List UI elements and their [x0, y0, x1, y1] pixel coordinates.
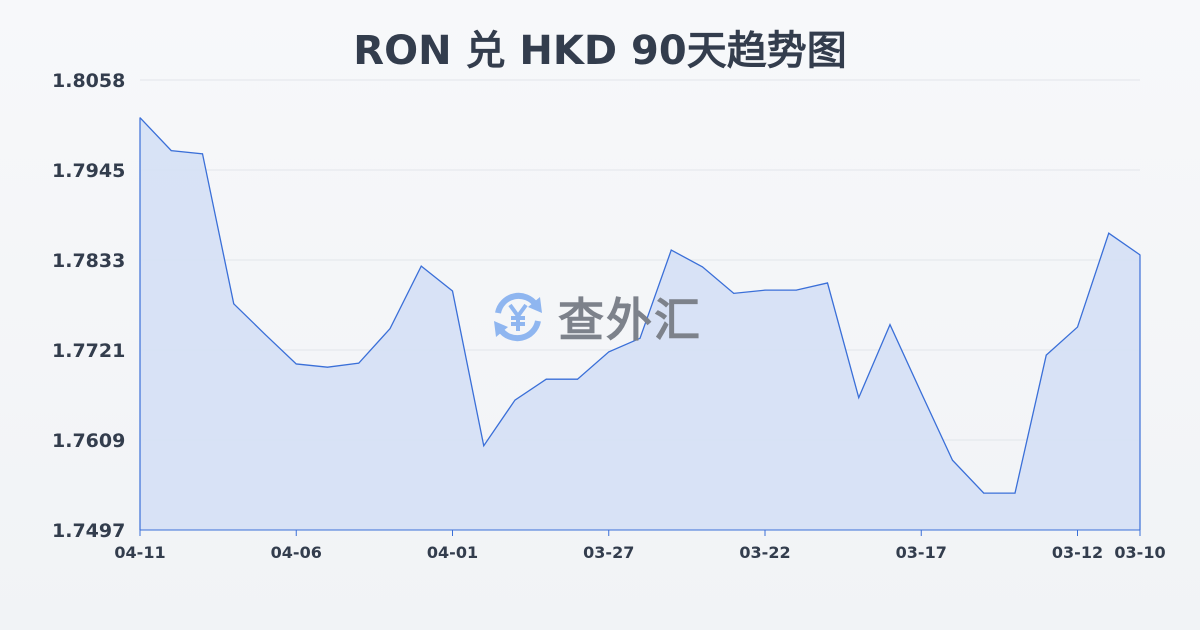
data-point	[514, 399, 516, 401]
x-tick-label: 03-22	[739, 543, 790, 562]
data-point	[1014, 492, 1016, 494]
watermark-text: 查外汇	[558, 293, 702, 347]
data-point	[608, 351, 610, 353]
data-point	[764, 289, 766, 291]
data-point	[733, 292, 735, 294]
data-point	[264, 333, 266, 335]
x-tick-label: 03-10	[1114, 543, 1165, 562]
data-point	[1077, 326, 1078, 328]
data-point	[889, 324, 891, 326]
area-fill	[140, 117, 1140, 530]
data-point	[295, 363, 297, 365]
y-tick-label: 1.7497	[52, 520, 125, 542]
data-point	[983, 492, 985, 494]
data-point	[202, 153, 203, 155]
data-point	[1045, 354, 1047, 356]
data-point	[389, 328, 391, 330]
data-point	[1108, 232, 1110, 234]
y-tick-label: 1.8058	[52, 70, 125, 92]
data-point	[545, 378, 547, 380]
data-point	[577, 378, 578, 380]
data-point	[170, 150, 172, 152]
data-point	[639, 337, 641, 339]
data-point	[483, 445, 485, 447]
x-tick-label: 04-01	[427, 543, 478, 562]
data-point	[858, 397, 860, 399]
data-point	[920, 392, 922, 394]
y-tick-label: 1.7945	[52, 160, 125, 182]
x-tick-label: 03-17	[896, 543, 947, 562]
chart-title: RON 兑 HKD 90天趋势图	[353, 28, 847, 74]
yen-exchange-icon	[494, 292, 542, 342]
x-tick-label: 03-12	[1052, 543, 1103, 562]
data-point	[327, 366, 328, 368]
data-point	[233, 303, 235, 305]
data-point	[358, 362, 360, 364]
y-tick-label: 1.7609	[52, 430, 125, 452]
x-tick-label: 03-27	[583, 543, 634, 562]
x-tick-label: 04-11	[114, 543, 165, 562]
y-tick-label: 1.7721	[52, 340, 125, 362]
data-point	[1139, 254, 1141, 256]
data-point	[795, 289, 797, 291]
data-point	[670, 249, 672, 251]
data-point	[827, 282, 828, 284]
data-point	[452, 290, 453, 292]
x-tick-label: 04-06	[271, 543, 322, 562]
y-tick-label: 1.7833	[52, 250, 125, 272]
data-point	[420, 265, 422, 267]
data-point	[139, 117, 141, 119]
data-point	[952, 459, 953, 461]
watermark: 查外汇	[488, 284, 702, 350]
data-point	[702, 266, 703, 268]
